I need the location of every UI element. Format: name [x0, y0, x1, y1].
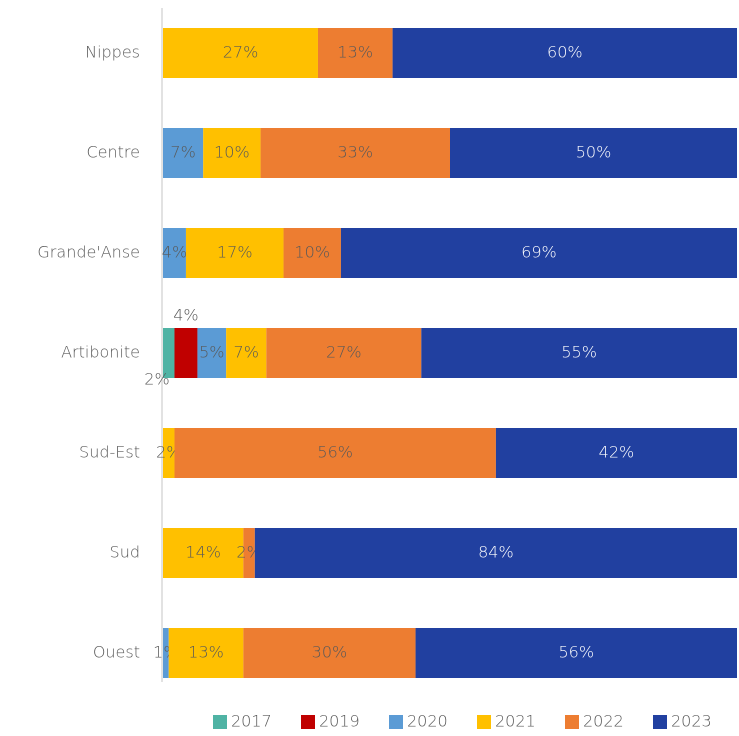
data-label: 17% [217, 243, 253, 262]
legend-label: 2023 [671, 712, 712, 731]
data-label: 56% [317, 443, 353, 462]
data-label: 5% [199, 343, 224, 362]
bar-segment [174, 328, 198, 378]
data-label: 14% [185, 543, 221, 562]
category-label: Grande'Anse [37, 243, 140, 262]
bar-segment [163, 28, 318, 78]
data-label: 4% [173, 306, 198, 325]
data-label: 55% [561, 343, 597, 362]
data-label: 27% [223, 43, 259, 62]
bar-segment [260, 128, 450, 178]
bar-segment [163, 128, 204, 178]
legend-swatch [389, 715, 403, 729]
category-label: Artibonite [61, 343, 140, 362]
legend-swatch [653, 715, 667, 729]
bar-segment [163, 228, 186, 278]
data-label: 7% [234, 343, 259, 362]
data-label: 13% [338, 43, 374, 62]
legend-swatch [301, 715, 315, 729]
data-label: 56% [558, 643, 594, 662]
category-label: Nippes [85, 43, 140, 62]
data-label: 2% [144, 370, 169, 389]
data-label: 4% [162, 243, 187, 262]
data-label: 33% [338, 143, 374, 162]
bar-segment [163, 628, 169, 678]
bar-segment [168, 628, 244, 678]
bar-segment [185, 228, 284, 278]
bar-segment [495, 428, 737, 478]
bar-segment [392, 28, 737, 78]
legend-swatch [565, 715, 579, 729]
legend-swatch [213, 715, 227, 729]
data-label: 69% [521, 243, 557, 262]
category-label: Ouest [93, 643, 140, 662]
bar-segment [421, 328, 737, 378]
data-label: 10% [214, 143, 250, 162]
data-label: 50% [576, 143, 612, 162]
category-label: Sud [110, 543, 140, 562]
bar-segment [450, 128, 737, 178]
bar-segment [266, 328, 422, 378]
bar-segment [174, 428, 496, 478]
data-label: 7% [170, 143, 195, 162]
legend-label: 2021 [495, 712, 536, 731]
bar-segment [415, 628, 737, 678]
bar-segment [163, 528, 244, 578]
category-label: Sud-Est [79, 443, 140, 462]
bar-segment [203, 128, 261, 178]
bar-segment [243, 628, 416, 678]
data-label: 10% [294, 243, 330, 262]
bar-segment [254, 528, 737, 578]
bar-segment [243, 528, 255, 578]
data-label: 84% [478, 543, 514, 562]
bar-segment [226, 328, 267, 378]
bar-segment [340, 228, 737, 278]
legend-swatch [477, 715, 491, 729]
data-label: 13% [188, 643, 224, 662]
data-label: 60% [547, 43, 583, 62]
legend-label: 2019 [319, 712, 360, 731]
data-label: 30% [312, 643, 348, 662]
category-label: Centre [87, 143, 141, 162]
bar-segment [163, 428, 175, 478]
bar-segment [163, 328, 175, 378]
legend-label: 2022 [583, 712, 624, 731]
bar-segment [197, 328, 227, 378]
legend-label: 2017 [231, 712, 272, 731]
legend-label: 2020 [407, 712, 448, 731]
bar-segment [317, 28, 393, 78]
data-label: 27% [326, 343, 362, 362]
data-label: 42% [599, 443, 635, 462]
bar-segment [283, 228, 341, 278]
